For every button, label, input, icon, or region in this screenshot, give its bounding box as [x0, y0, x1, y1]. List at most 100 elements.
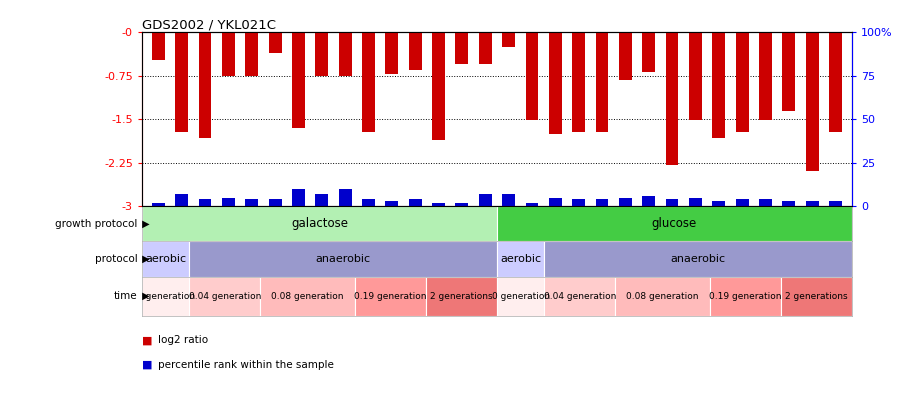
Bar	[432, 203, 445, 206]
Bar	[409, 32, 421, 70]
Bar	[409, 199, 421, 206]
Bar	[544, 241, 852, 277]
Bar	[268, 199, 281, 206]
Bar	[642, 32, 655, 72]
Text: 0.08 generation: 0.08 generation	[627, 292, 699, 301]
Bar	[190, 241, 496, 277]
Bar	[544, 277, 616, 316]
Text: galactose: galactose	[291, 217, 348, 230]
Bar	[502, 194, 515, 206]
Text: 0.19 generation: 0.19 generation	[354, 292, 427, 301]
Bar	[829, 201, 842, 206]
Bar	[782, 201, 795, 206]
Bar	[426, 277, 496, 316]
Bar	[549, 198, 562, 206]
Bar	[666, 32, 679, 164]
Bar	[526, 203, 539, 206]
Bar	[432, 32, 445, 140]
Bar	[199, 199, 212, 206]
Bar	[292, 189, 305, 206]
Bar	[142, 277, 190, 316]
Bar	[175, 32, 188, 132]
Bar	[572, 32, 585, 132]
Bar	[386, 32, 398, 74]
Bar	[736, 32, 748, 132]
Text: aerobic: aerobic	[500, 254, 541, 264]
Bar	[526, 32, 539, 120]
Text: glucose: glucose	[652, 217, 697, 230]
Bar	[829, 32, 842, 132]
Text: anaerobic: anaerobic	[315, 254, 371, 264]
Bar	[595, 199, 608, 206]
Text: log2 ratio: log2 ratio	[158, 335, 209, 345]
Bar	[268, 32, 281, 53]
Text: GDS2002 / YKL021C: GDS2002 / YKL021C	[142, 18, 276, 31]
Bar	[260, 277, 354, 316]
Bar	[455, 203, 468, 206]
Bar	[175, 194, 188, 206]
Text: ▶: ▶	[139, 291, 150, 301]
Bar	[339, 189, 352, 206]
Bar	[806, 32, 819, 171]
Text: 2 generations: 2 generations	[431, 292, 493, 301]
Bar	[362, 199, 375, 206]
Bar	[386, 201, 398, 206]
Bar	[782, 32, 795, 111]
Bar	[142, 241, 190, 277]
Bar	[142, 206, 496, 241]
Text: 0 generation: 0 generation	[492, 292, 550, 301]
Bar	[736, 199, 748, 206]
Bar	[152, 203, 165, 206]
Bar	[806, 201, 819, 206]
Bar	[496, 206, 852, 241]
Bar	[689, 198, 702, 206]
Bar	[222, 198, 234, 206]
Bar	[354, 277, 426, 316]
Bar	[713, 32, 725, 138]
Bar	[759, 199, 772, 206]
Text: 0.04 generation: 0.04 generation	[189, 292, 261, 301]
Bar	[479, 194, 492, 206]
Text: ■: ■	[142, 335, 152, 345]
Bar	[292, 32, 305, 128]
Bar	[496, 277, 544, 316]
Bar	[339, 32, 352, 76]
Bar	[616, 277, 710, 316]
Bar	[479, 32, 492, 64]
Bar	[619, 198, 632, 206]
Bar	[572, 199, 585, 206]
Text: protocol: protocol	[94, 254, 137, 264]
Bar	[199, 32, 212, 138]
Bar	[245, 199, 258, 206]
Text: 2 generations: 2 generations	[785, 292, 847, 301]
Text: percentile rank within the sample: percentile rank within the sample	[158, 360, 334, 369]
Bar	[455, 32, 468, 64]
Text: ■: ■	[142, 360, 152, 369]
Bar	[710, 277, 780, 316]
Text: 0 generation: 0 generation	[136, 292, 195, 301]
Text: time: time	[114, 291, 137, 301]
Bar	[190, 277, 260, 316]
Bar	[780, 277, 852, 316]
Text: growth protocol: growth protocol	[55, 219, 137, 229]
Bar	[502, 32, 515, 47]
Text: anaerobic: anaerobic	[671, 254, 725, 264]
Bar	[496, 241, 544, 277]
Text: 0.04 generation: 0.04 generation	[543, 292, 616, 301]
Text: ▶: ▶	[139, 219, 150, 229]
Bar	[152, 32, 165, 60]
Bar	[315, 194, 328, 206]
Bar	[666, 199, 679, 206]
Bar	[642, 196, 655, 206]
Text: 0.08 generation: 0.08 generation	[271, 292, 344, 301]
Bar	[759, 32, 772, 120]
Bar	[595, 32, 608, 132]
Bar	[713, 201, 725, 206]
Text: ▶: ▶	[139, 254, 150, 264]
Bar	[222, 32, 234, 76]
Bar	[245, 32, 258, 76]
Bar	[549, 32, 562, 134]
Bar	[689, 32, 702, 120]
Text: 0.19 generation: 0.19 generation	[709, 292, 781, 301]
Bar	[362, 32, 375, 132]
